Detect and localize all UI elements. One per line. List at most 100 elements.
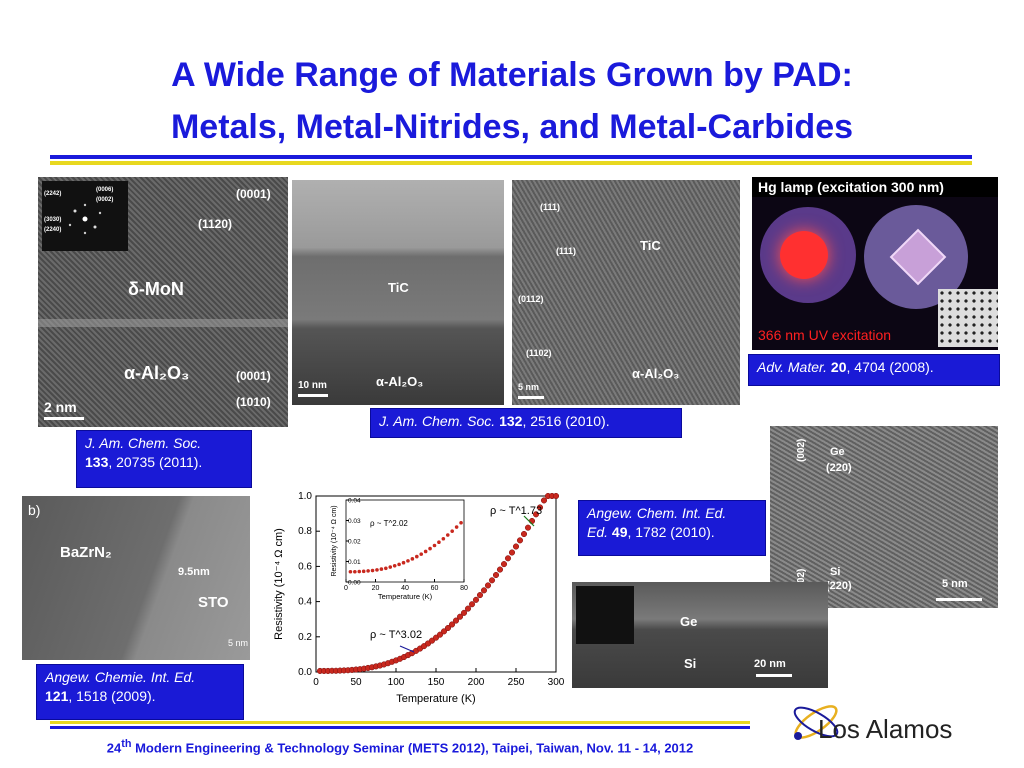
citation-angew-121: Angew. Chemie. Int. Ed. 121, 1518 (2009)… xyxy=(36,664,244,720)
inset-data-point xyxy=(384,566,388,571)
inset-data-point xyxy=(366,569,370,573)
x-tick-label: 0 xyxy=(313,677,319,688)
title-rule-yellow xyxy=(50,161,972,165)
interface-line xyxy=(38,319,288,327)
label-0112: (0112) xyxy=(518,294,544,304)
inset-data-point xyxy=(415,554,419,559)
data-point xyxy=(472,596,480,603)
inset-y-tick-label: 0.02 xyxy=(348,539,361,546)
inset-data-point xyxy=(450,529,454,533)
inset-x-tick-label: 80 xyxy=(460,585,468,592)
y-tick-label: 1.0 xyxy=(298,491,312,502)
data-point xyxy=(552,492,560,500)
scale-bar-label: 5 nm xyxy=(228,638,249,648)
data-point xyxy=(492,571,500,579)
si-label: Si xyxy=(830,566,841,578)
inset-data-point xyxy=(392,564,397,568)
y-tick-label: 0.2 xyxy=(298,632,312,643)
data-point xyxy=(460,609,468,616)
citation-rest: , 2516 (2010). xyxy=(522,413,610,429)
citation-journal-abbrev: Ed. xyxy=(587,524,609,540)
y-tick-label: 0.4 xyxy=(298,597,312,608)
annotation-low: ρ ~ T^3.02 xyxy=(370,629,422,641)
citation-volume: 20 xyxy=(830,359,847,375)
inset-data-point xyxy=(375,568,379,572)
data-point xyxy=(456,613,464,620)
diff-label-3030: (3030) xyxy=(44,217,62,223)
inset-data-point xyxy=(423,549,428,554)
y-tick-label: 0.8 xyxy=(298,526,312,537)
ge-plane-label: (220) xyxy=(826,462,852,474)
footer-text: 24th Modern Engineering & Technology Sem… xyxy=(40,738,760,755)
uv-excitation-caption: 366 nm UV excitation xyxy=(758,327,892,343)
bazrn2-tem-image: b) BaZrN₂ 9.5nm STO 5 nm xyxy=(22,496,250,660)
logo-text: Los Alamos xyxy=(818,714,953,744)
y-axis-label: Resistivity (10⁻⁴ Ω cm) xyxy=(273,528,285,640)
label-111-b: (111) xyxy=(556,246,577,256)
inset-x-label: Temperature (K) xyxy=(378,592,433,601)
tic-label: TiC xyxy=(640,238,661,253)
diffraction-pattern xyxy=(68,203,102,235)
data-point xyxy=(500,561,508,568)
data-point xyxy=(524,524,532,531)
ge-label: Ge xyxy=(830,446,845,458)
slide-title-line1: A Wide Range of Materials Grown by PAD: xyxy=(171,56,853,94)
photo-header-bar xyxy=(752,177,998,197)
data-point xyxy=(476,592,484,599)
inset-x-tick-label: 20 xyxy=(372,585,380,592)
title-rule-blue xyxy=(50,155,972,159)
data-point xyxy=(436,631,444,638)
hg-lamp-photo: Hg lamp (excitation 300 nm) 366 nm UV ex… xyxy=(752,177,998,350)
si-plane-label: (220) xyxy=(826,580,852,592)
citation-volume: 121 xyxy=(45,688,69,704)
data-point xyxy=(480,587,488,594)
scale-bar-label: 20 nm xyxy=(754,658,786,670)
citation-adv-mater: Adv. Mater. 20, 4704 (2008). xyxy=(748,354,1000,386)
inset-data-point xyxy=(459,520,463,525)
data-point xyxy=(440,628,448,635)
scale-bar xyxy=(298,394,328,397)
inset-data-point xyxy=(348,569,353,574)
footer-rule-yellow xyxy=(50,721,750,724)
citation-journal: J. Am. Chem. Soc. xyxy=(379,413,496,429)
substrate-label: α-Al₂O₃ xyxy=(632,366,680,381)
inset-data-point xyxy=(410,557,415,561)
substrate-label: α-Al₂O₃ xyxy=(376,374,424,389)
y-ticks: 0.0 0.2 0.4 0.6 0.8 1.0 xyxy=(298,491,320,678)
red-emission-sample xyxy=(780,231,828,279)
logo-mark-icon xyxy=(793,705,839,740)
inset-x-ticks: 0 20 40 60 80 xyxy=(344,579,468,592)
label-111-a: (111) xyxy=(540,202,561,212)
citation-journal: J. Am. Chem. Soc. xyxy=(85,435,202,451)
diff-label-2240: (2240) xyxy=(44,227,62,233)
scale-bar xyxy=(756,674,792,677)
data-point xyxy=(488,577,496,584)
citation-rest: , 20735 (2011). xyxy=(108,454,203,470)
footer-rule-blue xyxy=(50,726,750,729)
si-label: Si xyxy=(684,656,697,671)
data-point xyxy=(508,549,516,556)
label-1120: (1120) xyxy=(198,217,233,231)
scale-bar-label: 10 nm xyxy=(298,380,327,391)
x-tick-label: 100 xyxy=(388,677,405,688)
diff-label-2242: (2242) xyxy=(44,191,62,197)
inset-data-point xyxy=(401,560,406,565)
scale-bar-label: 5 nm xyxy=(942,578,968,590)
inset-data-point xyxy=(432,543,437,548)
x-axis-label: Temperature (K) xyxy=(396,693,475,705)
citation-rest: , 4704 (2008). xyxy=(846,359,934,375)
inset-data-point xyxy=(388,565,393,569)
inset-data-point xyxy=(397,562,401,567)
mon-material-label: δ-MoN xyxy=(128,279,184,299)
fft-inset xyxy=(576,586,634,644)
data-point xyxy=(528,517,536,525)
x-tick-label: 250 xyxy=(508,677,525,688)
footer-body: Modern Engineering & Technology Seminar … xyxy=(131,740,694,756)
inset-data-point xyxy=(357,569,362,574)
x-tick-label: 50 xyxy=(350,677,362,688)
inset-y-label: Resistivity (10⁻⁴ Ω cm) xyxy=(331,505,338,576)
data-point xyxy=(448,621,456,628)
label-1102: (1102) xyxy=(526,348,552,358)
inset-y-tick-label: 0.03 xyxy=(348,518,361,525)
sto-label: STO xyxy=(198,594,229,611)
